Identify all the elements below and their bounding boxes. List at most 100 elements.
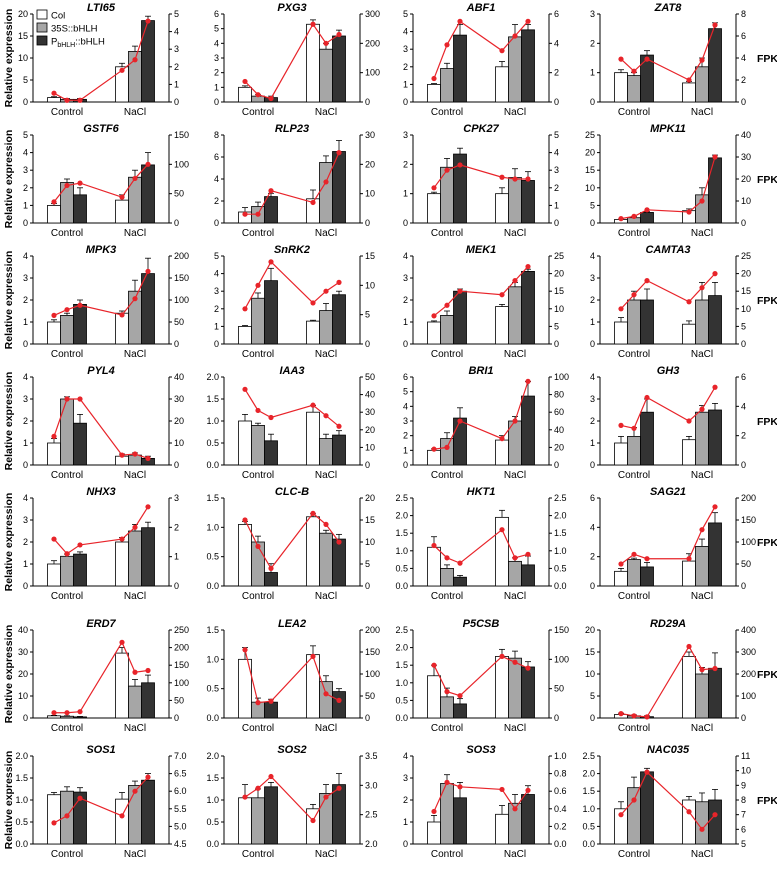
bar-native-control xyxy=(640,566,654,587)
left-tick-label: 15 xyxy=(585,647,595,657)
bar-col-control xyxy=(614,570,628,587)
bar-35s-control xyxy=(440,438,454,466)
left-tick-label: 0 xyxy=(590,339,595,349)
right-tick-label: 10 xyxy=(365,189,375,199)
chart-title: SAG21 xyxy=(650,486,686,498)
left-tick-label: 4 xyxy=(590,251,595,261)
fpkm-point xyxy=(699,406,705,412)
right-tick-label: 0.0 xyxy=(554,839,567,849)
bar-35s-control xyxy=(627,559,641,587)
right-tick-label: 3 xyxy=(554,165,559,175)
fpkm-line xyxy=(244,775,340,822)
left-tick-label: 1.0 xyxy=(15,795,28,805)
left-tick-label: 2 xyxy=(23,537,28,547)
right-tick-label: 300 xyxy=(741,647,756,657)
category-label: Control xyxy=(431,107,463,118)
right-tick-label: 150 xyxy=(174,660,189,670)
fpkm-point xyxy=(119,312,125,318)
bar-35s-nacl xyxy=(695,299,709,345)
left-tick-label: 3 xyxy=(214,286,219,296)
bar-col-nacl xyxy=(495,813,509,845)
right-tick-label: 0.6 xyxy=(554,786,567,796)
bar-col-control xyxy=(47,97,61,103)
left-tick-label: 20 xyxy=(18,9,28,19)
fpkm-point xyxy=(512,176,518,182)
fpkm-point xyxy=(444,689,450,695)
right-axis-label: FPKM xyxy=(757,669,777,681)
bar-col-control xyxy=(47,794,61,845)
chart-title: MPK3 xyxy=(86,244,117,256)
bar-35s-nacl xyxy=(319,681,333,719)
fpkm-point xyxy=(457,18,463,24)
left-tick-label: 6 xyxy=(403,372,408,382)
chart-title: LTI65 xyxy=(87,2,116,14)
category-label: Control xyxy=(618,849,650,860)
chart-panel-sag21: SAG21 0 2 4 6 0 50 100 150 200 Control NaCl xyxy=(590,486,756,602)
chart-title: SOS2 xyxy=(277,744,306,756)
right-tick-label: 0 xyxy=(741,460,746,470)
right-tick-label: 1.0 xyxy=(554,546,567,556)
left-tick-label: 0.5 xyxy=(395,563,408,573)
fpkm-point xyxy=(699,826,705,832)
left-tick-label: 4 xyxy=(403,751,408,761)
right-axis-label: FPKM xyxy=(757,53,777,65)
left-tick-label: 1.0 xyxy=(206,416,219,426)
bar-native-nacl xyxy=(141,527,155,587)
category-label: NaCl xyxy=(315,470,337,481)
category-label: Control xyxy=(431,723,463,734)
right-tick-label: 0 xyxy=(365,218,370,228)
fpkm-point xyxy=(336,31,342,38)
fpkm-point xyxy=(310,817,316,824)
fpkm-point xyxy=(77,709,83,715)
fpkm-point xyxy=(77,795,83,801)
left-tick-label: 2 xyxy=(214,304,219,314)
right-tick-label: 15 xyxy=(741,286,751,296)
fpkm-point xyxy=(431,313,437,319)
left-tick-label: 3 xyxy=(590,394,595,404)
bar-col-control xyxy=(238,420,252,466)
right-tick-label: 8 xyxy=(741,9,746,19)
left-tick-label: 0 xyxy=(403,460,408,470)
right-axis-label: FPKM xyxy=(757,537,777,549)
right-tick-label: 0 xyxy=(365,713,370,723)
left-tick-label: 0 xyxy=(590,97,595,107)
left-tick-label: 1 xyxy=(403,189,408,199)
right-tick-label: 0 xyxy=(174,339,179,349)
bar-col-nacl xyxy=(306,23,320,103)
left-tick-label: 10 xyxy=(18,53,28,63)
bar-35s-nacl xyxy=(128,530,142,587)
right-tick-label: 30 xyxy=(741,152,751,162)
right-tick-label: 2.0 xyxy=(554,511,567,521)
fpkm-line xyxy=(620,771,716,831)
fpkm-point xyxy=(457,162,463,168)
category-label: Control xyxy=(618,228,650,239)
fpkm-point xyxy=(431,75,437,82)
fpkm-point xyxy=(64,710,70,716)
right-tick-label: 200 xyxy=(174,251,189,261)
right-tick-label: 4 xyxy=(554,38,559,48)
left-tick-label: 2.0 xyxy=(15,751,28,761)
fpkm-point xyxy=(525,665,531,671)
fpkm-point xyxy=(119,194,125,200)
right-tick-label: 3.5 xyxy=(365,751,378,761)
right-tick-label: 0 xyxy=(741,581,746,591)
fpkm-point xyxy=(618,56,624,62)
chart-title: RLP23 xyxy=(275,123,309,135)
bar-native-nacl xyxy=(141,779,155,845)
right-tick-label: 6 xyxy=(741,824,746,834)
bar-35s-control xyxy=(440,68,454,103)
chart-title: MPK11 xyxy=(650,123,686,135)
bar-col-control xyxy=(238,797,252,845)
left-tick-label: 4 xyxy=(590,372,595,382)
right-tick-label: 100 xyxy=(365,669,380,679)
right-tick-label: 9 xyxy=(741,780,746,790)
left-tick-label: 1 xyxy=(403,317,408,327)
fpkm-point xyxy=(457,560,463,566)
bar-col-nacl xyxy=(682,323,696,345)
bar-native-control xyxy=(640,411,654,466)
right-tick-label: 1 xyxy=(174,552,179,562)
chart-title: HKT1 xyxy=(467,486,496,498)
left-tick-label: 1 xyxy=(23,438,28,448)
chart-panel-mpk11: MPK11 0 5 10 15 20 25 0 10 20 30 40 Control NaCl xyxy=(585,123,751,239)
category-label: NaCl xyxy=(504,591,526,602)
